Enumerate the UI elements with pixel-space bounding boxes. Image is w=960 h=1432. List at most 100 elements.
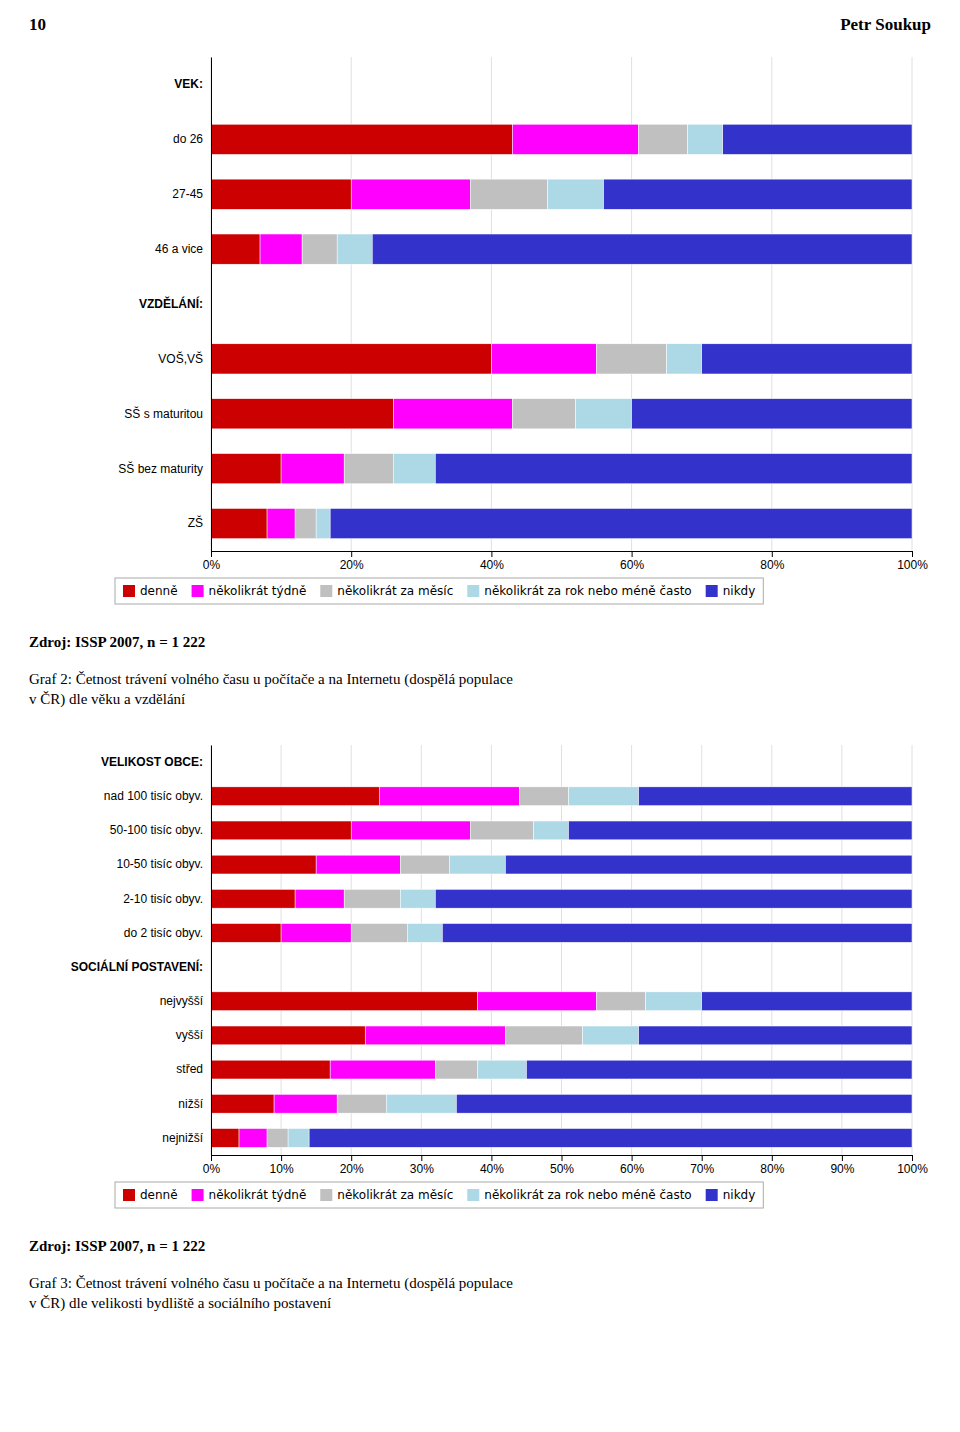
x-tick-label: 40%	[480, 558, 504, 572]
y-tick-label: do 2 tisíc obyv.	[124, 926, 203, 940]
y-tick: nižší	[178, 1097, 203, 1111]
bar-segment	[302, 234, 337, 264]
y-tick: VZDĚLÁNÍ:	[139, 296, 203, 311]
bar-segment	[288, 1129, 309, 1148]
bar-segment	[491, 344, 596, 374]
legend-item: nikdy	[706, 1188, 756, 1202]
x-tick-mark	[632, 1155, 633, 1161]
legend-item: několikrát týdně	[192, 1188, 307, 1202]
bar-segment	[547, 179, 603, 209]
bar-segment	[267, 1129, 288, 1148]
bar-segment	[211, 344, 491, 374]
bar-segment	[379, 787, 519, 806]
bar-segment	[576, 399, 632, 429]
legend-label: několikrát za měsíc	[337, 584, 453, 598]
bar-segment	[526, 1060, 912, 1079]
x-tick-mark	[211, 551, 212, 557]
bar-segment	[400, 855, 449, 874]
bar-segment	[519, 787, 568, 806]
legend-item: několikrát týdně	[192, 584, 307, 598]
x-tick-label: 0%	[203, 558, 221, 572]
legend-swatch	[320, 1189, 332, 1201]
grid-line	[771, 745, 772, 1155]
bar-segment	[505, 855, 912, 874]
x-tick: 60%	[620, 1155, 644, 1176]
bar-segment	[211, 821, 351, 840]
legend-frame	[115, 578, 763, 604]
x-tick-mark	[281, 1155, 282, 1161]
x-tick: 100%	[897, 1155, 928, 1176]
bar-segment	[435, 454, 912, 484]
bar-segment	[512, 124, 638, 154]
x-tick-mark	[491, 1155, 492, 1161]
legend-label: nikdy	[723, 1188, 756, 1202]
y-tick-label: SŠ s maturitou	[124, 406, 203, 421]
bar-segment	[470, 179, 547, 209]
bar-segment	[211, 399, 393, 429]
y-tick: SOCIÁLNÍ POSTAVENÍ:	[71, 959, 203, 974]
bar-segment	[639, 1026, 912, 1045]
legend-item: několikrát za měsíc	[320, 584, 453, 598]
legend-swatch	[320, 585, 332, 597]
x-tick: 100%	[897, 551, 928, 572]
page-author: Petr Soukup	[840, 15, 931, 34]
legend-swatch	[706, 1189, 718, 1201]
bar-segment	[211, 454, 281, 484]
bar-segment	[309, 1129, 912, 1148]
grid-line	[841, 745, 842, 1155]
y-axis: VEK:do 2627-4546 a viceVZDĚLÁNÍ:VOŠ,VŠSŠ…	[118, 58, 211, 552]
legend-swatch	[467, 585, 479, 597]
bar-segment	[330, 1060, 435, 1079]
bar-segment	[569, 787, 639, 806]
grid-line	[351, 745, 352, 1155]
legend-frame	[115, 1182, 763, 1208]
caption: Graf 3: Četnost trávení volného času u p…	[29, 1275, 513, 1312]
bar-segment	[667, 344, 702, 374]
legend-item: denně	[123, 1188, 178, 1202]
y-tick-label: 46 a vice	[155, 242, 203, 256]
y-tick-label: SOCIÁLNÍ POSTAVENÍ:	[71, 959, 203, 974]
x-tick: 40%	[480, 1155, 504, 1176]
x-tick-label: 20%	[340, 1162, 364, 1176]
bar-segment	[211, 508, 267, 538]
legend: denněněkolikrát týdněněkolikrát za měsíc…	[115, 1182, 763, 1208]
y-tick-label: 50-100 tisíc obyv.	[110, 823, 203, 837]
y-tick: VELIKOST OBCE:	[101, 755, 203, 769]
y-tick: střed	[176, 1062, 203, 1076]
chart: 0%20%40%60%80%100%VEK:do 2627-4546 a vic…	[118, 57, 928, 572]
bar-segment	[477, 992, 596, 1011]
y-tick: nad 100 tisíc obyv.	[104, 789, 203, 803]
bar-segment	[702, 992, 912, 1011]
legend-item: nikdy	[706, 584, 756, 598]
bar-segment	[477, 1060, 526, 1079]
x-tick-label: 50%	[550, 1162, 574, 1176]
bar-segment	[688, 124, 723, 154]
grid	[211, 745, 912, 1155]
bar-segment	[632, 399, 912, 429]
legend-label: denně	[140, 1188, 178, 1202]
bar-segment	[211, 1026, 365, 1045]
legend-swatch	[706, 585, 718, 597]
bar-segment	[512, 399, 575, 429]
legend-label: nikdy	[723, 584, 756, 598]
x-tick-mark	[772, 551, 773, 557]
bars	[211, 787, 912, 1147]
legend-swatch	[467, 1189, 479, 1201]
bar-segment	[505, 1026, 582, 1045]
bar-segment	[456, 1094, 912, 1113]
y-tick-label: 10-50 tisíc obyv.	[117, 857, 203, 871]
legend-item: denně	[123, 584, 178, 598]
x-axis: 0%10%20%30%40%50%60%70%80%90%100%	[203, 1155, 928, 1176]
y-tick-label: VZDĚLÁNÍ:	[139, 296, 203, 311]
bar-segment	[274, 1094, 337, 1113]
bar-segment	[344, 889, 400, 908]
x-tick-label: 0%	[203, 1162, 221, 1176]
bar-segment	[351, 821, 470, 840]
bar-segment	[295, 889, 344, 908]
bar-segment	[211, 855, 316, 874]
x-tick-mark	[632, 551, 633, 557]
x-axis-line	[212, 1156, 913, 1162]
bar-segment	[470, 821, 533, 840]
bar-segment	[400, 889, 435, 908]
bar-segment	[281, 454, 344, 484]
